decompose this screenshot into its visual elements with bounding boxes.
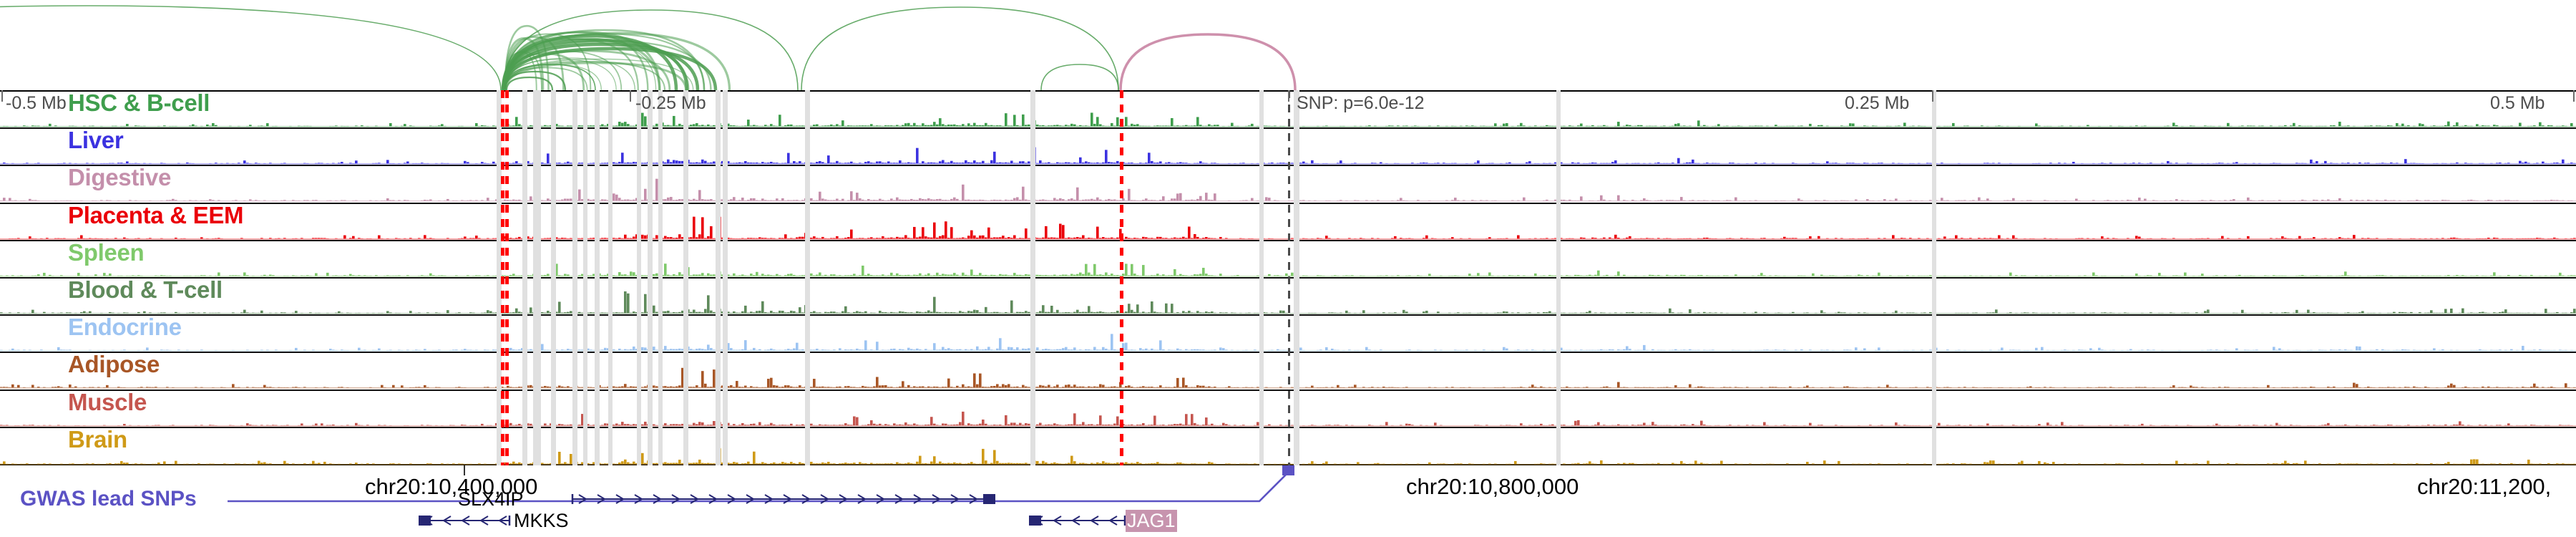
signal-track-endocrine[interactable]: Endocrine bbox=[0, 316, 2576, 354]
gene-label-jag1[interactable]: JAG1 bbox=[1126, 510, 1177, 532]
coordinate-tick bbox=[464, 465, 465, 475]
track-signal-canvas bbox=[0, 263, 2576, 277]
track-signal-canvas bbox=[0, 368, 2576, 389]
interaction-arc bbox=[1119, 33, 1297, 90]
coordinate-label: chr20:11,200, bbox=[2417, 474, 2552, 499]
track-signal-canvas bbox=[0, 112, 2576, 127]
interaction-arc bbox=[504, 29, 706, 90]
track-label: Brain bbox=[68, 427, 127, 453]
signal-track-digestive[interactable]: Digestive bbox=[0, 166, 2576, 204]
interaction-arc bbox=[801, 6, 1119, 90]
bottom-annotation-panel: GWAS lead SNPs chr20:10,400,000 chr20:10,… bbox=[0, 465, 2576, 537]
gene-label-mkks[interactable]: MKKS bbox=[514, 510, 569, 531]
interaction-arc bbox=[504, 50, 623, 90]
track-label: Placenta & EEM bbox=[68, 203, 244, 228]
interaction-arc bbox=[505, 76, 554, 90]
interaction-arc bbox=[504, 31, 661, 90]
signal-track-liver[interactable]: Liver bbox=[0, 129, 2576, 167]
gwas-track-svg bbox=[228, 465, 1294, 503]
coordinate-label: chr20:10,800,000 bbox=[1406, 474, 1579, 499]
interaction-arc bbox=[504, 57, 636, 90]
track-label: Blood & T-cell bbox=[68, 278, 223, 303]
coordinate-label: chr20:10,400,000 bbox=[365, 474, 538, 499]
interaction-arc bbox=[504, 62, 688, 90]
track-label: Adipose bbox=[68, 353, 160, 378]
track-signal-canvas bbox=[0, 411, 2576, 426]
interaction-arc bbox=[504, 52, 585, 90]
signal-track-muscle[interactable]: Muscle bbox=[0, 391, 2576, 428]
track-label: HSC & B-cell bbox=[68, 92, 210, 116]
track-label: Digestive bbox=[68, 166, 172, 191]
track-label: Endocrine bbox=[68, 316, 182, 341]
arc-svg bbox=[0, 5, 1297, 90]
signal-track-spleen[interactable]: Spleen bbox=[0, 241, 2576, 279]
interaction-arc bbox=[502, 9, 799, 90]
gene-models-svg bbox=[419, 494, 1126, 526]
track-label: Muscle bbox=[68, 390, 147, 415]
interaction-arc bbox=[1040, 64, 1119, 90]
gwas-lead-snps-label: GWAS lead SNPs bbox=[20, 487, 197, 511]
interaction-arc bbox=[504, 64, 602, 90]
chromatin-interaction-arcs bbox=[0, 0, 2576, 90]
track-signal-canvas bbox=[0, 448, 2576, 465]
track-label: Liver bbox=[68, 129, 124, 154]
interaction-arc bbox=[504, 60, 666, 90]
signal-track-blood-t-cell[interactable]: Blood & T-cell bbox=[0, 279, 2576, 316]
signal-track-adipose[interactable]: Adipose bbox=[0, 353, 2576, 391]
track-label: Spleen bbox=[68, 241, 145, 266]
interaction-arc bbox=[504, 36, 565, 90]
signal-track-brain[interactable]: Brain bbox=[0, 428, 2576, 465]
track-signal-canvas bbox=[0, 334, 2576, 352]
track-signal-canvas bbox=[0, 147, 2576, 165]
track-signal-canvas bbox=[0, 291, 2576, 314]
track-signal-canvas bbox=[0, 179, 2576, 202]
interaction-arc bbox=[0, 5, 502, 90]
gene-label-slx4ip[interactable]: SLX4IP bbox=[458, 488, 524, 510]
signal-track-placenta-eem[interactable]: Placenta & EEM bbox=[0, 204, 2576, 241]
track-signal-canvas bbox=[0, 216, 2576, 239]
signal-track-stack: HSC & B-cell Liver Digestive Placenta & EEM… bbox=[0, 90, 2576, 465]
signal-track-hsc-b-cell[interactable]: HSC & B-cell bbox=[0, 92, 2576, 130]
